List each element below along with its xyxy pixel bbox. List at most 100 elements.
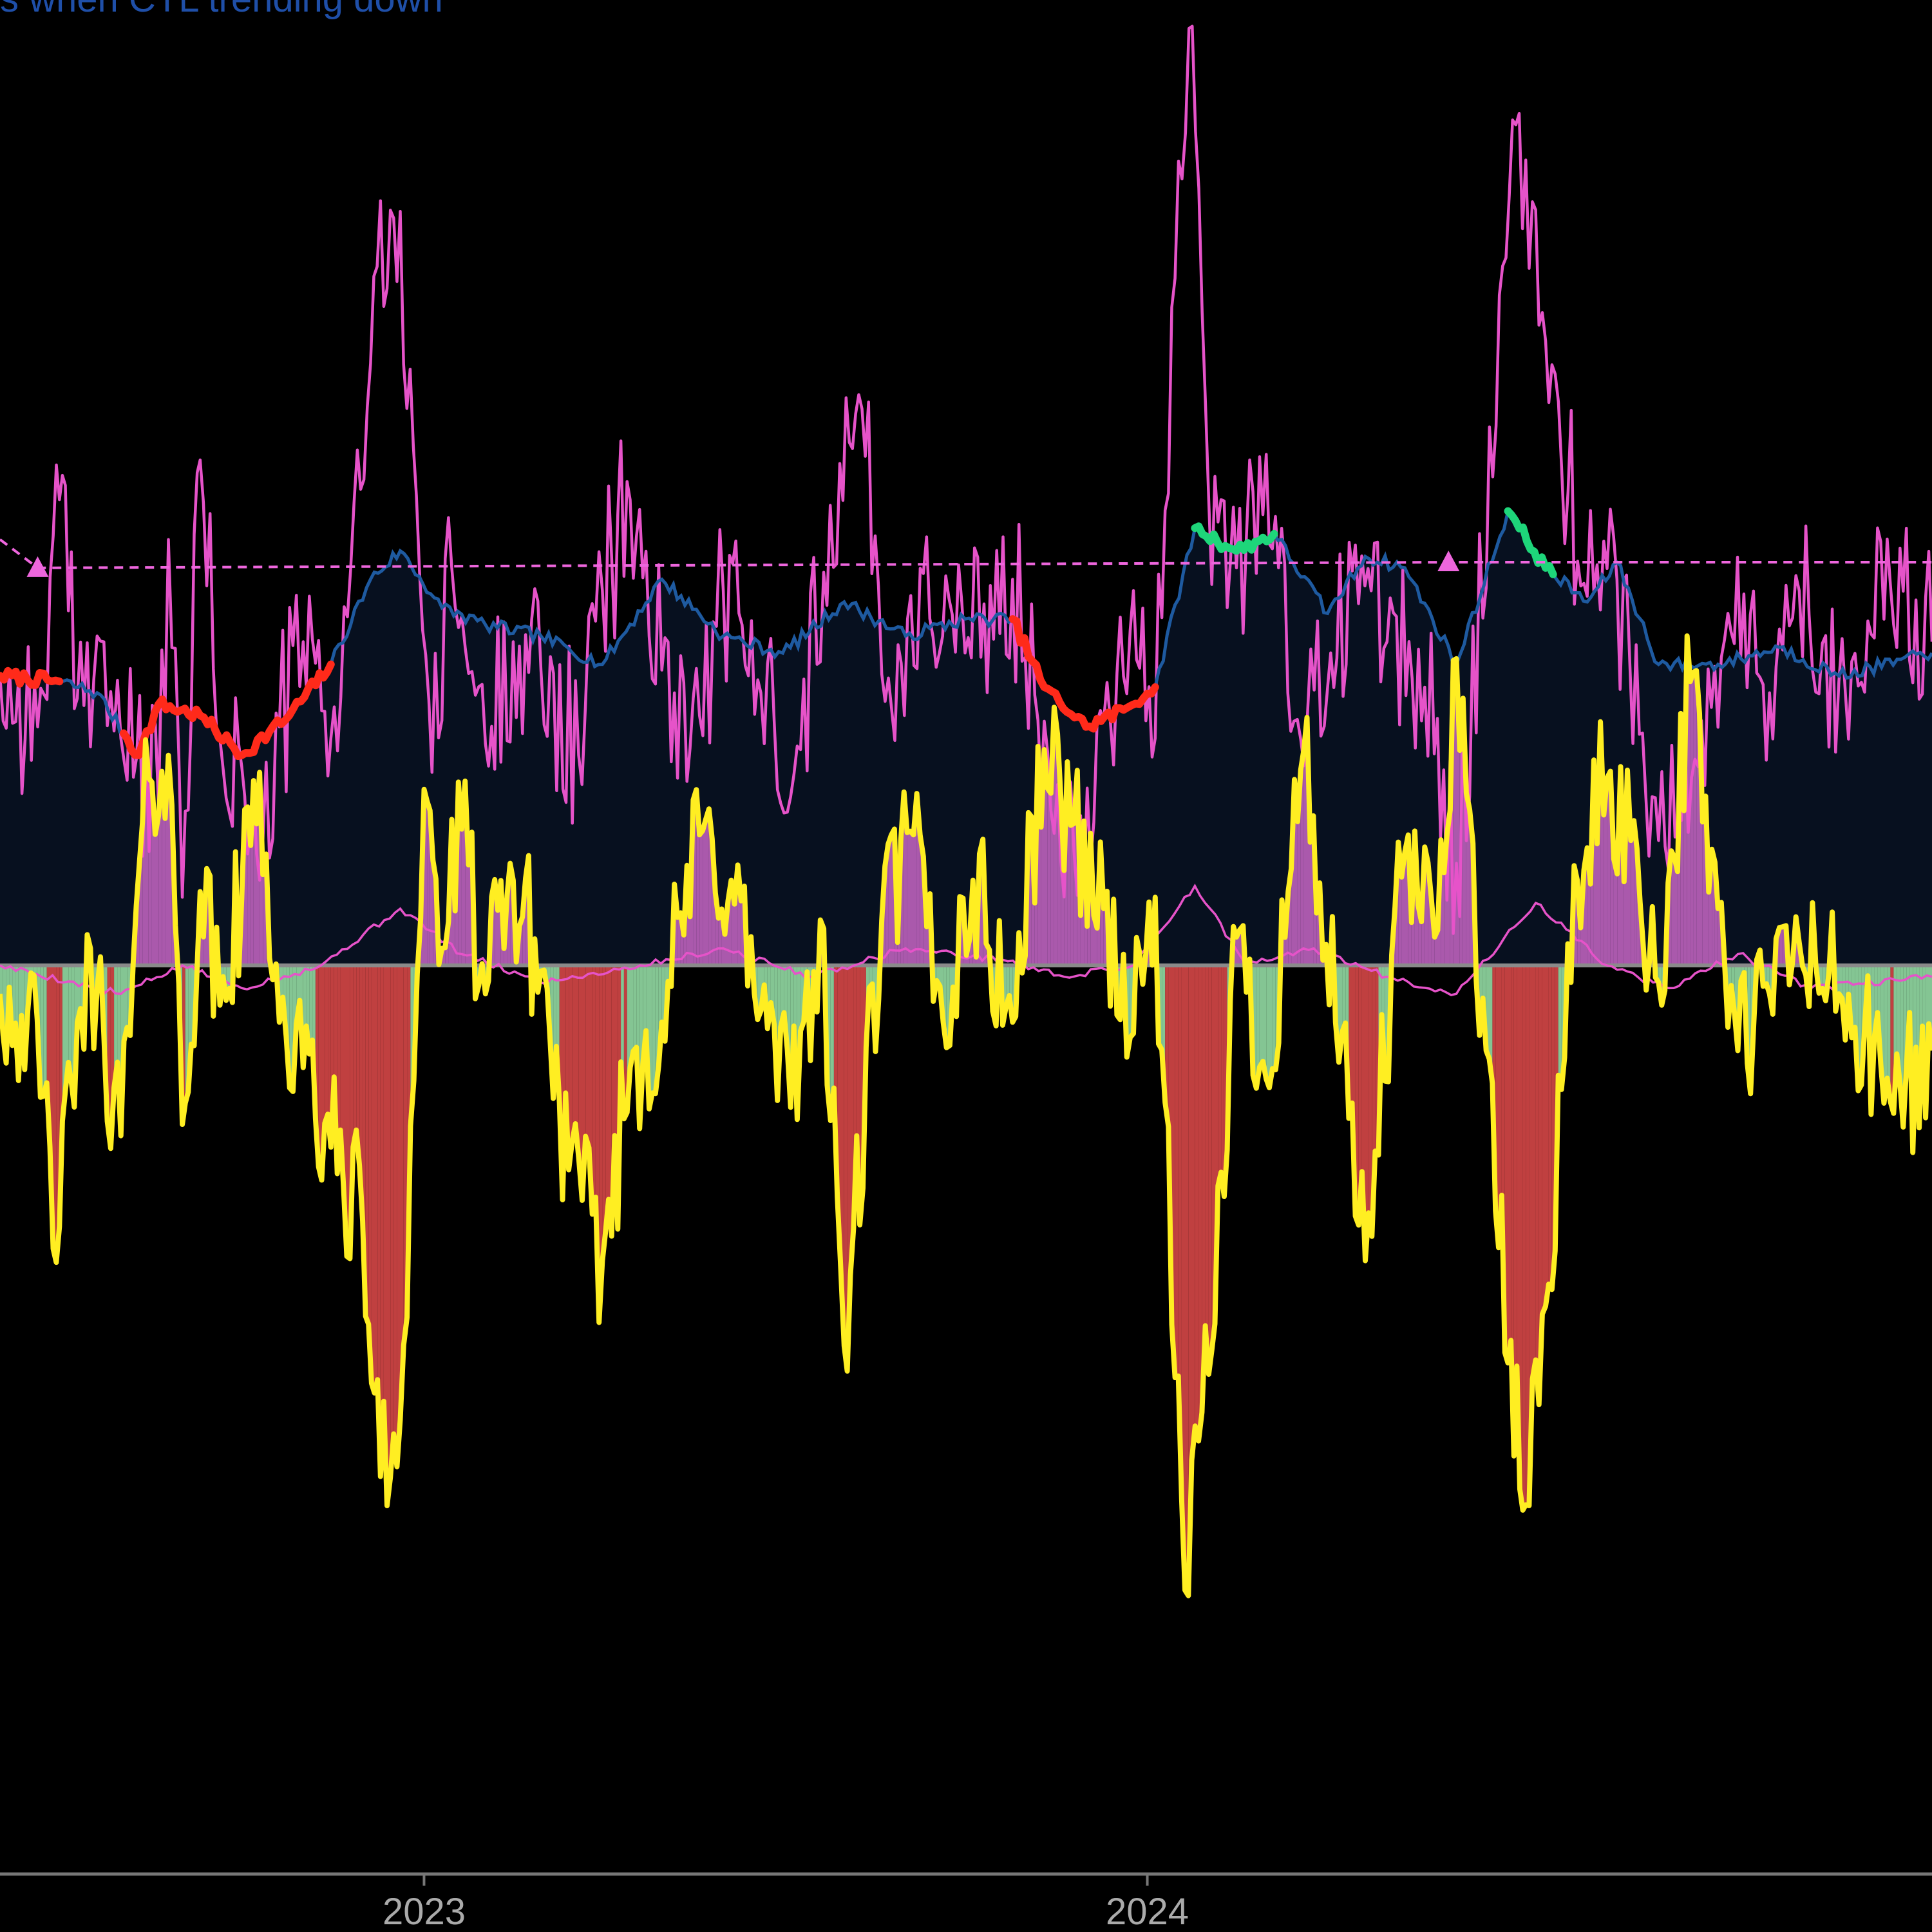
tsb-fill-segment [309, 965, 313, 1054]
tsb-fill-segment [1300, 750, 1304, 966]
tsb-line [0, 633, 1932, 1598]
tsb-fill-segment [1884, 965, 1888, 1103]
x-tick-label: 2024 [1106, 1891, 1189, 1932]
tsb-fill-segment [380, 965, 384, 1477]
tsb-fill-segment [1259, 965, 1263, 1067]
tsb-fill-segment [910, 831, 914, 966]
ctl-trending-down-segment [1009, 615, 1159, 733]
tsb-fill-segment [830, 965, 834, 1121]
tsb-fill-segment [907, 831, 911, 966]
tsb-fill-segment [652, 965, 656, 1094]
tsb-fill-segment [1887, 965, 1891, 1102]
tsb-fill-segment [1535, 965, 1539, 1405]
tsb-fill-segment [1047, 788, 1051, 966]
tsb-fill-segment [1517, 965, 1520, 1490]
tsb-fill-segment [585, 965, 589, 1148]
tsb-fill-segment [1542, 965, 1546, 1314]
tsb-fill-segment [609, 965, 612, 1236]
tsb-fill-segment [1779, 927, 1783, 966]
tsb-fill-segment [356, 965, 360, 1166]
tsb-fill-segment [1044, 750, 1048, 966]
tsb-fill-segment [393, 965, 397, 1467]
tsb-fill-segment [1266, 965, 1269, 1088]
tsb-fill-segment [677, 913, 681, 966]
tsb-fill-segment [155, 815, 159, 966]
tsb-fill-segment [633, 965, 637, 1052]
atl-line [0, 24, 1932, 935]
tsb-fill-segment [1185, 965, 1189, 1596]
tsb-fill-segment [1526, 965, 1530, 1506]
tsb-fill-segment [1890, 965, 1894, 1113]
tsb-fill-segment [1401, 851, 1405, 966]
tsb-fill-segment [377, 965, 381, 1477]
tsb-fill-segment [1513, 965, 1517, 1456]
tsb-fill-segment [1693, 670, 1697, 966]
tsb-fill-segment [699, 830, 703, 966]
tsb-fill-segment [1690, 672, 1694, 966]
tsb-fill-segment [1539, 965, 1542, 1405]
tsb-fill-segment [592, 965, 596, 1215]
tsb-fill-segment [1218, 965, 1222, 1186]
tsb-fill-segment [703, 819, 706, 966]
x-axis: 2023 2024 [0, 1872, 1932, 1932]
tsb-fill-segment [575, 965, 579, 1159]
tsb-fill-segment [390, 965, 394, 1478]
tsb-fill-segment [397, 965, 401, 1467]
tsb-fill-segment [1342, 965, 1346, 1032]
tsb-fill-segment [1358, 965, 1362, 1226]
tsb-fill-segment [1188, 965, 1192, 1596]
tsb-fill-segment [387, 965, 391, 1506]
tsb-fill-segment [844, 965, 848, 1371]
tsb-fill-segment [368, 965, 372, 1383]
legend-text: s when CTL trending down [0, 0, 443, 20]
tsb-fill-segment [1181, 965, 1185, 1591]
tsb-fill-segment [888, 835, 891, 966]
x-tick-label: 2023 [383, 1891, 466, 1932]
tsb-fill-segment [353, 965, 357, 1148]
tsb-fill-segment [1198, 965, 1202, 1441]
series-lines-group [0, 24, 1932, 1598]
tsb-fill-segment [1631, 820, 1634, 966]
tsb-fill-segment [1272, 965, 1276, 1070]
tsb-fill-segment [1546, 965, 1549, 1307]
tsb-fill-segment [43, 965, 47, 1097]
tsb-fill-segment [605, 965, 609, 1233]
tsb-fill-segment [1508, 965, 1511, 1363]
tsb-fill-segment [623, 965, 627, 1119]
tsb-fill-segment [65, 965, 69, 1092]
tsb-fill-segment [1256, 965, 1260, 1088]
tsb-fill-segment [124, 965, 128, 1041]
tsb-fill-segment [53, 965, 57, 1263]
tsb-fill-segment [1269, 965, 1273, 1088]
ctl-trending-up-segment [1191, 522, 1278, 555]
tsb-fill-segment [706, 809, 709, 966]
tsb-fill-segment [1674, 857, 1678, 966]
peak-marker [1437, 551, 1460, 571]
tsb-fill-segment [1221, 965, 1224, 1197]
tsb-fill-segment [1522, 965, 1526, 1510]
tsb-fill-segment [569, 965, 573, 1170]
tsb-fill-segment [1208, 965, 1212, 1374]
tsb-fill-segment [1607, 771, 1611, 966]
ctl-trending-down-segment [119, 660, 335, 761]
tsb-fill-segment [1548, 965, 1552, 1290]
marker-group [26, 551, 1460, 577]
tsb-fill-segment [1175, 965, 1179, 1378]
tsb-fill-segment [1558, 965, 1562, 1090]
tsb-fill-segment [318, 965, 322, 1180]
tsb-fill-segment [374, 965, 378, 1393]
tsb-fill-segment [1365, 965, 1369, 1261]
tsb-fill-segment [904, 791, 907, 966]
tsb-fill-segment [1368, 965, 1372, 1236]
tsb-fill-segment [1671, 851, 1674, 966]
tsb-trend-line [0, 883, 1932, 996]
tsb-fill-segment [1613, 858, 1618, 966]
tsb-fill-segment [114, 965, 118, 1088]
tsb-fill-segment [572, 965, 576, 1142]
tsb-fill-segment [1202, 965, 1206, 1413]
ctl-trending-up-segment [1504, 507, 1557, 578]
tsb-fill-segment [383, 965, 387, 1506]
tsb-fill-segment [1191, 965, 1195, 1461]
tsb-fill-segment [1195, 965, 1199, 1441]
